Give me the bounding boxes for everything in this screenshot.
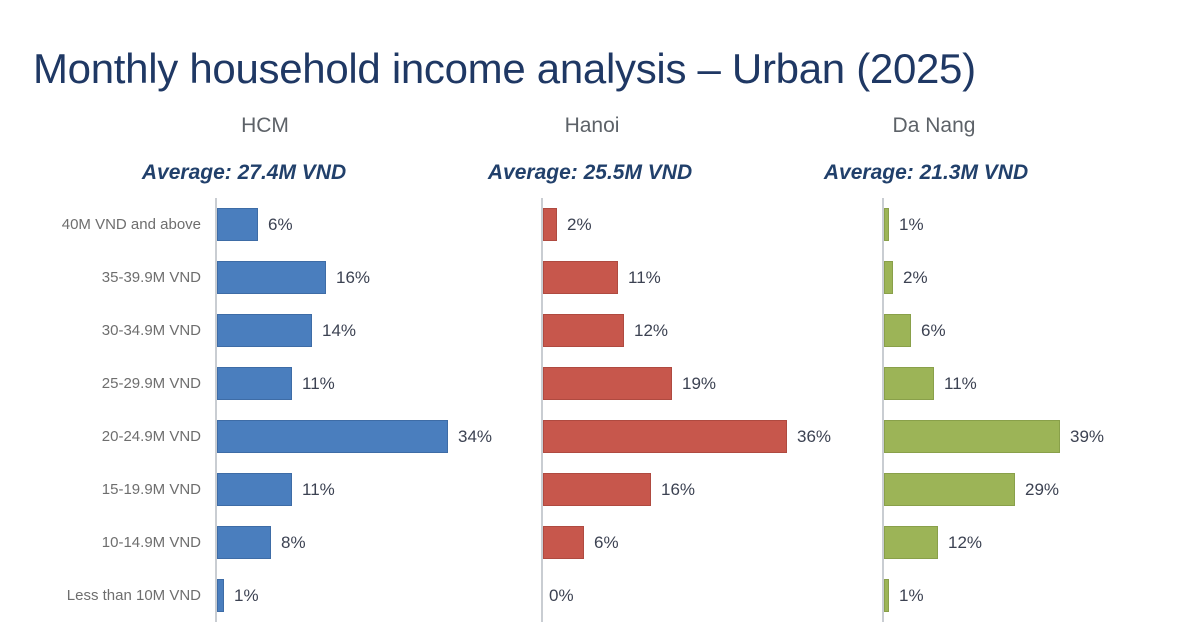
bar-row: 11% [215,463,507,516]
bar-hcm-3 [217,367,292,400]
value-label: 6% [921,320,946,340]
value-label: 6% [268,214,293,234]
category-label: Less than 10M VND [66,587,201,604]
category-label: 35-39.9M VND [101,269,201,286]
value-label: 16% [661,479,696,499]
bar-da-nang-7 [884,579,889,612]
bar-row: 16% [215,251,507,304]
bar-row: 11% [882,357,1200,410]
bar-row: 29% [882,463,1200,516]
bar-hcm-6 [217,526,271,559]
value-label: 11% [944,373,977,393]
value-label: 19% [682,373,717,393]
bar-row: 14% [215,304,507,357]
value-label: 8% [281,532,306,552]
value-label: 16% [336,267,371,287]
bar-hanoi-1 [543,261,618,294]
bar-da-nang-4 [884,420,1060,453]
chart-header-hanoi: Hanoi [564,114,620,137]
value-label: 0% [549,585,574,605]
value-label: 14% [322,320,357,340]
bar-row: 36% [541,410,859,463]
bar-row: 2% [541,198,859,251]
bar-row: 11% [215,357,507,410]
value-label: 39% [1070,426,1105,446]
value-label: 1% [899,214,924,234]
category-label: 25-29.9M VND [101,375,201,392]
bar-hcm-0 [217,208,258,241]
bar-hcm-1 [217,261,326,294]
bar-hanoi-0 [543,208,557,241]
bar-row: 8% [215,516,507,569]
value-label: 6% [594,532,619,552]
bar-hanoi-2 [543,314,624,347]
category-label: 40M VND and above [61,216,201,233]
bar-da-nang-1 [884,261,893,294]
bar-hanoi-3 [543,367,672,400]
bar-da-nang-6 [884,526,938,559]
bar-da-nang-2 [884,314,911,347]
value-label: 29% [1025,479,1060,499]
bar-row: 34% [215,410,507,463]
value-label: 11% [628,267,661,287]
bar-row: 2% [882,251,1200,304]
bar-row: 1% [882,198,1200,251]
bar-hcm-2 [217,314,312,347]
category-axis-labels: 40M VND and above 35-39.9M VND 30-34.9M VN… [0,198,201,622]
value-label: 2% [567,214,592,234]
chart-header-da-nang: Da Nang [892,114,976,137]
value-label: 12% [634,320,669,340]
y-axis-line-da-nang [882,198,884,622]
bar-da-nang-3 [884,367,934,400]
bar-row: 6% [215,198,507,251]
value-label: 36% [797,426,832,446]
bar-row: 1% [882,569,1200,622]
y-axis-line-hcm [215,198,217,622]
value-label: 11% [302,479,335,499]
chart-title: Monthly household income analysis – Urba… [33,45,976,93]
y-axis-line-hanoi [541,198,543,622]
bar-hcm-4 [217,420,448,453]
bar-row: 12% [882,516,1200,569]
value-label: 2% [903,267,928,287]
bar-hanoi-4 [543,420,787,453]
bar-hcm-5 [217,473,292,506]
category-label: 20-24.9M VND [101,428,201,445]
bar-hanoi-6 [543,526,584,559]
value-label: 1% [234,585,259,605]
bar-panel-hanoi: 2% 11% 12% 19% 36% 16% 6% 0% [541,198,859,622]
bar-row: 16% [541,463,859,516]
value-label: 34% [458,426,493,446]
bar-panel-da-nang: 1% 2% 6% 11% 39% 29% 12% 1% [882,198,1200,622]
bar-row: 6% [541,516,859,569]
bar-hanoi-5 [543,473,651,506]
bar-da-nang-5 [884,473,1015,506]
bar-row: 6% [882,304,1200,357]
bar-row: 39% [882,410,1200,463]
average-label-hanoi: Average: 25.5M VND [487,161,693,184]
bar-row: 1% [215,569,507,622]
bar-row: 19% [541,357,859,410]
bar-panel-hcm: 6% 16% 14% 11% 34% 11% 8% 1% [215,198,507,622]
category-label: 15-19.9M VND [101,481,201,498]
average-label-hcm: Average: 27.4M VND [141,161,347,184]
bar-row: 0% [541,569,859,622]
bar-row: 11% [541,251,859,304]
bar-hcm-7 [217,579,224,612]
category-label: 10-14.9M VND [101,534,201,551]
value-label: 12% [948,532,983,552]
category-label: 30-34.9M VND [101,322,201,339]
value-label: 11% [302,373,335,393]
value-label: 1% [899,585,924,605]
average-label-da-nang: Average: 21.3M VND [823,161,1029,184]
bar-row: 12% [541,304,859,357]
bar-da-nang-0 [884,208,889,241]
chart-header-hcm: HCM [241,114,289,137]
